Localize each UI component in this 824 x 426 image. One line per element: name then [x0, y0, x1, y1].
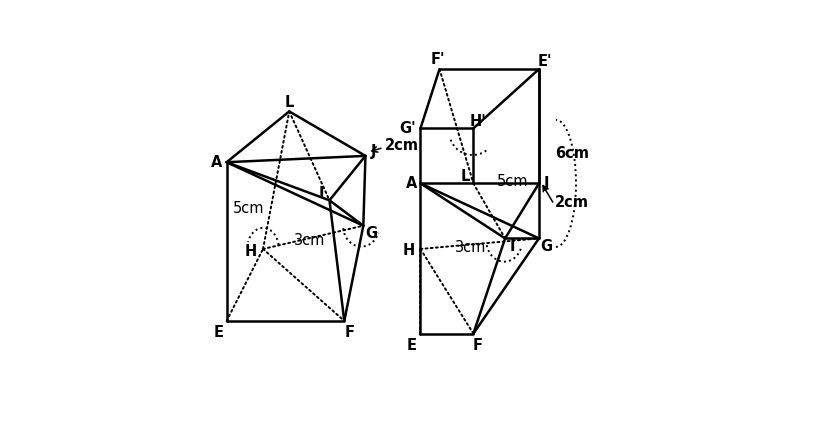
Text: 2cm: 2cm	[385, 138, 419, 153]
Text: A: A	[405, 176, 417, 191]
Text: L: L	[284, 95, 294, 110]
Text: E: E	[407, 338, 417, 353]
Text: E': E'	[538, 54, 553, 69]
Text: 2cm: 2cm	[555, 195, 589, 210]
Text: 5cm: 5cm	[497, 174, 528, 189]
Text: 5cm: 5cm	[233, 201, 265, 216]
Text: A: A	[211, 155, 222, 170]
Text: 6cm: 6cm	[555, 146, 589, 161]
Text: I: I	[509, 239, 515, 253]
Text: I: I	[318, 187, 324, 201]
Text: E: E	[213, 325, 223, 340]
Text: G: G	[541, 239, 553, 253]
Text: J: J	[370, 144, 376, 159]
Text: H: H	[245, 244, 257, 259]
Text: 3cm: 3cm	[455, 240, 486, 255]
Text: J: J	[544, 176, 550, 191]
Text: F': F'	[431, 52, 446, 67]
Text: H: H	[402, 243, 414, 258]
Text: F: F	[473, 338, 483, 353]
Text: G': G'	[400, 121, 416, 136]
Text: 3cm: 3cm	[294, 233, 325, 248]
Text: H': H'	[470, 114, 487, 129]
Text: F: F	[344, 325, 354, 340]
Text: L: L	[461, 169, 471, 184]
Text: G: G	[365, 226, 377, 241]
